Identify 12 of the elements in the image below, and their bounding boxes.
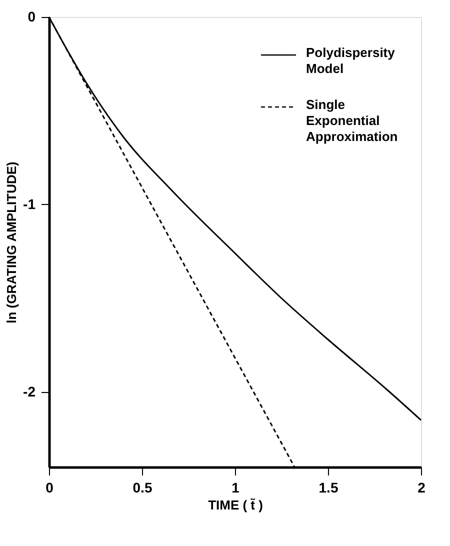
- y-tick-label: 0: [28, 8, 36, 24]
- x-tick-label: 2: [418, 480, 426, 496]
- y-tick-label: -1: [23, 196, 36, 212]
- x-tick-label: 1: [232, 480, 240, 496]
- x-tick-label: 0.5: [132, 480, 152, 496]
- x-axis-title: TIME ( t̃ ): [208, 498, 263, 512]
- legend-label: Polydispersity Model: [306, 45, 396, 76]
- y-axis-title: ln (GRATING AMPLITUDE): [4, 162, 20, 324]
- y-tick-label: -2: [23, 384, 36, 400]
- x-tick-label: 0: [46, 480, 54, 496]
- legend-label: Single Exponential Approximation: [306, 97, 398, 144]
- x-tick-label: 1.5: [318, 480, 338, 496]
